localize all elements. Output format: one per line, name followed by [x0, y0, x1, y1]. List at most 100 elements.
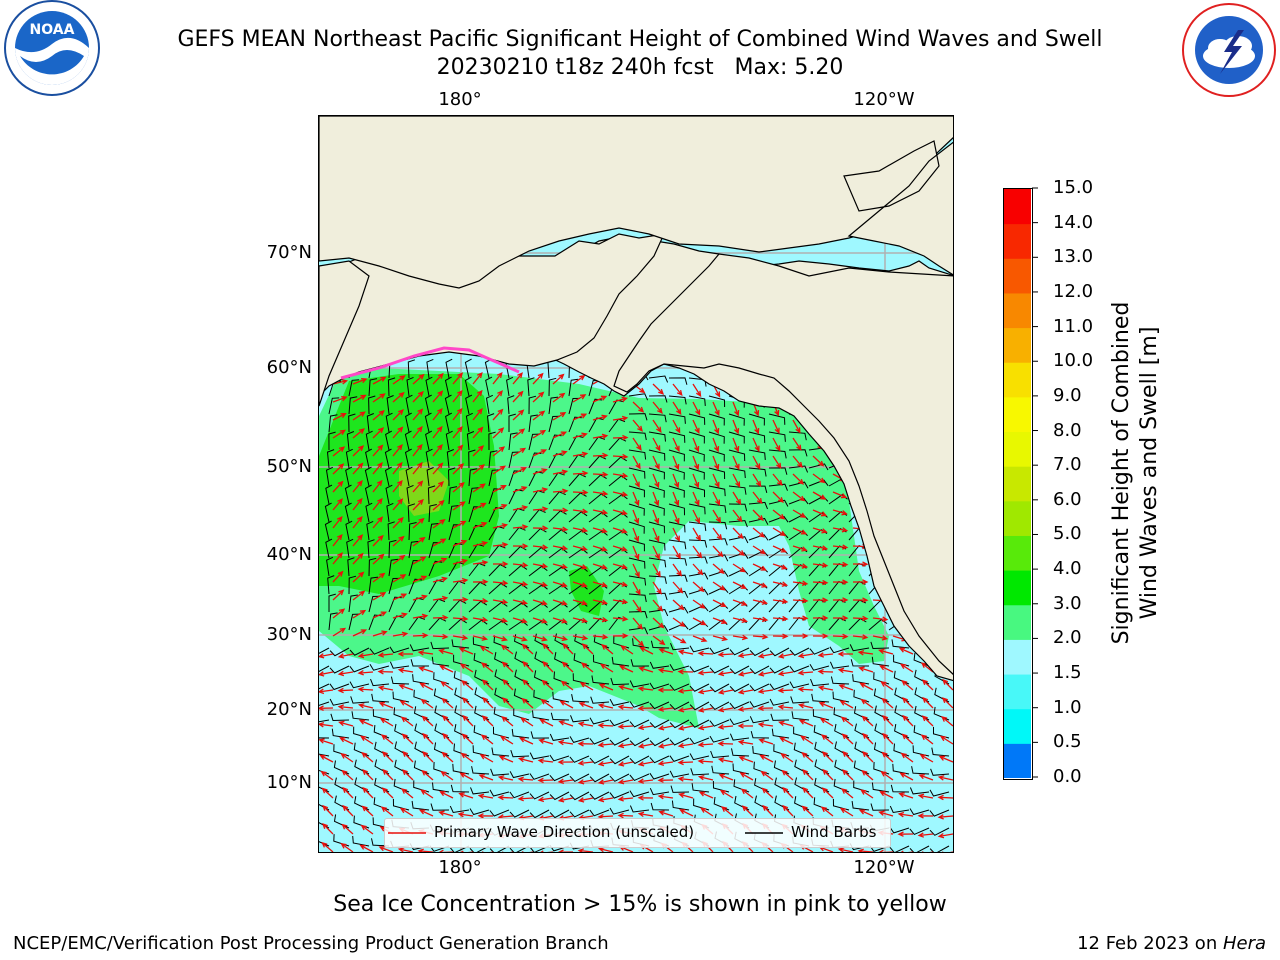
- wind-barb: [425, 430, 433, 451]
- wave-direction-arrow: [439, 665, 454, 673]
- wind-barb: [529, 752, 550, 760]
- wind-barb: [749, 701, 770, 708]
- wave-direction-arrow: [472, 598, 489, 604]
- wind-barb: [319, 701, 330, 706]
- wind-barb: [748, 467, 767, 477]
- wave-direction-arrow: [532, 487, 549, 493]
- wave-direction-arrow: [672, 401, 682, 415]
- wave-direction-arrow: [358, 719, 374, 727]
- wind-barb: [488, 469, 500, 487]
- wave-direction-arrow: [598, 683, 614, 691]
- wind-barb: [386, 502, 394, 523]
- wind-barb: [688, 395, 706, 406]
- wind-barb: [728, 552, 749, 559]
- wave-direction-arrow: [477, 813, 494, 819]
- wind-barb: [828, 562, 846, 577]
- colorbar-swatch: [1004, 258, 1031, 294]
- wave-direction-arrow: [612, 545, 628, 552]
- wind-barb: [649, 661, 670, 669]
- wave-height-map[interactable]: [318, 115, 954, 853]
- wave-direction-arrow: [692, 437, 700, 453]
- wave-direction-arrow: [381, 751, 394, 763]
- wave-direction-arrow: [577, 741, 594, 747]
- wind-barb: [409, 644, 430, 652]
- wave-direction-arrow: [901, 733, 914, 745]
- lat-label-60n: 60°N: [266, 357, 312, 378]
- wave-direction-arrow: [677, 725, 694, 731]
- wave-direction-arrow: [792, 545, 808, 552]
- wind-barb: [609, 755, 630, 765]
- noaa-logo-icon: NOAA: [0, 0, 104, 104]
- wave-direction-arrow: [832, 615, 849, 621]
- wave-direction-arrow: [492, 485, 507, 493]
- wave-direction-arrow: [652, 401, 663, 414]
- wave-direction-arrow: [792, 615, 809, 621]
- wave-direction-arrow: [692, 473, 700, 489]
- wave-direction-arrow: [512, 505, 529, 511]
- wind-barb: [328, 397, 340, 415]
- wind-barb: [347, 557, 355, 577]
- wind-barb: [388, 577, 401, 595]
- wave-direction-arrow: [392, 631, 409, 638]
- wave-direction-arrow: [737, 723, 754, 729]
- wave-direction-arrow: [637, 686, 654, 692]
- wind-barb: [929, 827, 950, 836]
- wave-direction-arrow: [577, 848, 594, 852]
- wave-direction-arrow: [721, 806, 734, 817]
- wave-direction-arrow: [552, 392, 566, 403]
- wind-barb: [508, 489, 523, 505]
- wave-direction-arrow: [678, 792, 694, 799]
- wave-direction-arrow: [452, 558, 468, 565]
- wave-direction-arrow: [572, 451, 589, 458]
- wave-direction-arrow: [512, 599, 529, 606]
- wind-barb: [770, 713, 790, 721]
- wind-barb: [509, 845, 530, 852]
- wave-direction-arrow: [840, 716, 854, 727]
- wave-direction-arrow: [922, 696, 934, 709]
- wave-direction-arrow: [392, 516, 404, 529]
- wind-barb: [689, 753, 710, 761]
- wave-direction-arrow: [352, 428, 365, 439]
- colorbar-tick-label: 6.0: [1053, 488, 1082, 510]
- wave-direction-arrow: [802, 769, 814, 781]
- wave-direction-arrow: [792, 473, 805, 485]
- wind-barb: [590, 696, 610, 704]
- wave-direction-arrow: [612, 527, 628, 534]
- wave-direction-arrow: [432, 557, 448, 565]
- wave-direction-arrow: [777, 670, 794, 677]
- wave-direction-arrow: [778, 720, 794, 727]
- wave-direction-arrow: [492, 371, 503, 385]
- wind-barb: [871, 656, 890, 667]
- wind-barb: [449, 845, 470, 852]
- wave-direction-arrow: [697, 670, 714, 676]
- wave-direction-arrow: [412, 373, 425, 385]
- wave-direction-arrow: [618, 684, 634, 691]
- wave-direction-arrow: [732, 527, 744, 540]
- wind-barb: [529, 791, 550, 800]
- wave-direction-arrow: [677, 707, 694, 713]
- sea-ice-edge: [340, 346, 520, 380]
- wind-barb: [788, 497, 809, 505]
- wind-barb: [329, 698, 350, 706]
- wave-direction-arrow: [757, 688, 774, 695]
- footer-date: 12 Feb 2023 on Hera: [1077, 933, 1266, 954]
- wind-barb: [445, 358, 453, 379]
- wave-direction-arrow: [372, 479, 383, 493]
- wind-barb: [548, 396, 559, 415]
- wave-direction-arrow: [612, 491, 629, 497]
- wind-barb: [670, 785, 690, 793]
- wind-barb: [488, 506, 503, 523]
- colorbar-swatch: [1004, 223, 1031, 259]
- wind-barb: [509, 771, 530, 779]
- wind-barb: [929, 809, 950, 817]
- wave-direction-arrow: [700, 807, 714, 817]
- wave-direction-arrow: [860, 698, 874, 709]
- wave-direction-arrow: [637, 795, 654, 801]
- wave-direction-arrow: [372, 553, 385, 565]
- wave-direction-arrow: [492, 635, 508, 642]
- wind-barb: [568, 397, 581, 415]
- wave-direction-arrow: [392, 461, 403, 475]
- wind-barb: [648, 592, 668, 601]
- lat-label-40n: 40°N: [266, 544, 312, 565]
- wind-barb: [384, 466, 392, 487]
